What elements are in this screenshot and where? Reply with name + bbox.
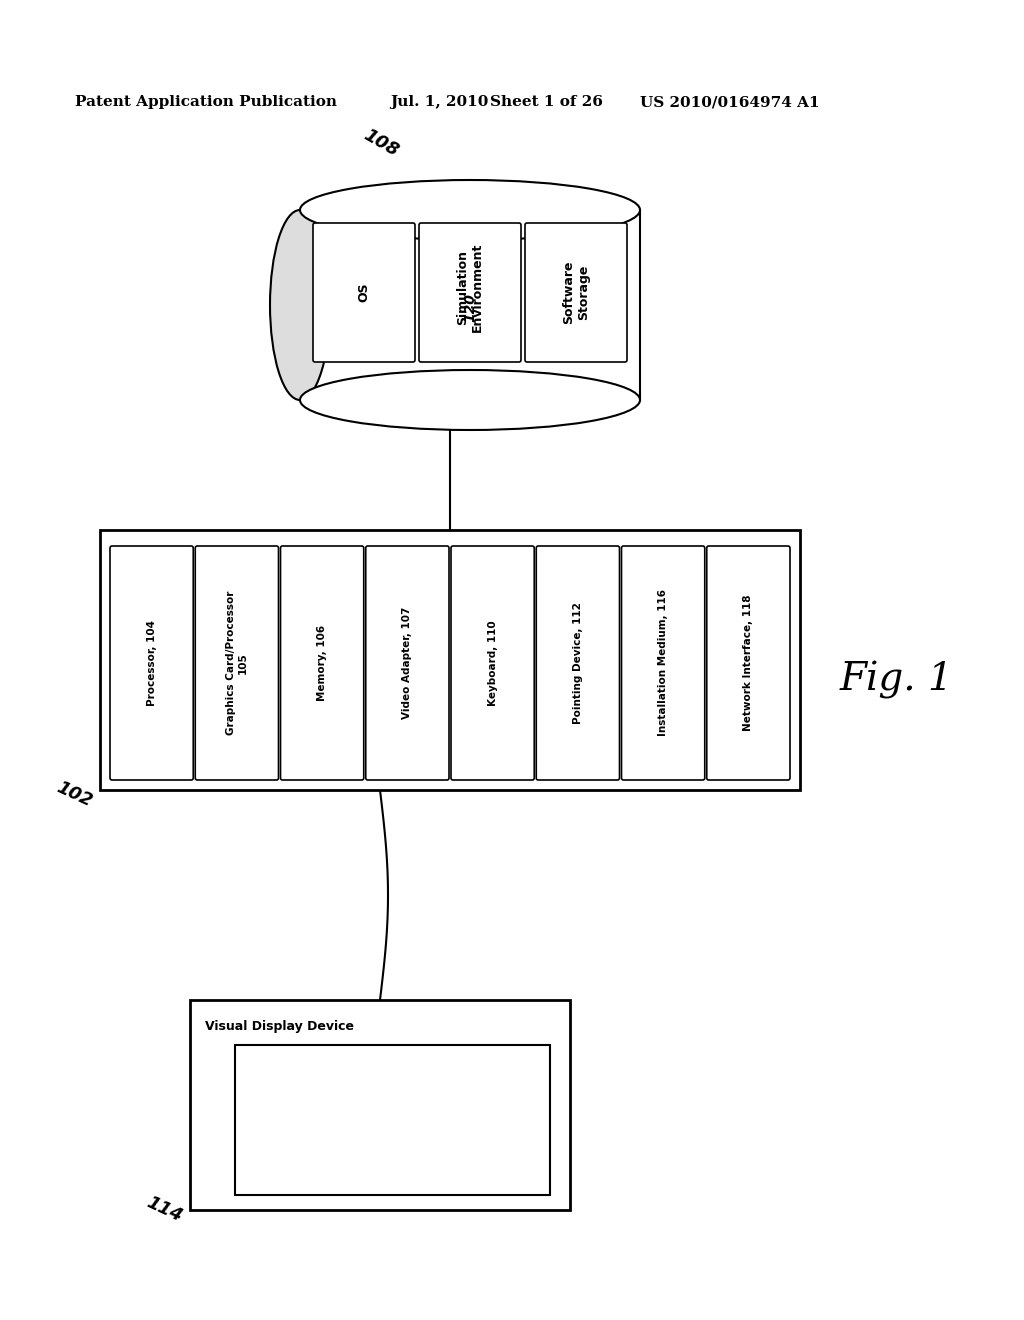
- Text: OS: OS: [357, 282, 371, 302]
- FancyBboxPatch shape: [190, 1001, 570, 1210]
- Text: Pointing Device, 112: Pointing Device, 112: [572, 602, 583, 723]
- Text: 120: 120: [463, 293, 477, 322]
- Text: Video Adapter, 107: Video Adapter, 107: [402, 607, 413, 719]
- Text: Jul. 1, 2010: Jul. 1, 2010: [390, 95, 488, 110]
- Text: 108: 108: [360, 125, 401, 160]
- Text: Software
Storage: Software Storage: [562, 261, 590, 325]
- Text: 102: 102: [53, 777, 95, 810]
- FancyBboxPatch shape: [525, 223, 627, 362]
- Text: US 2010/0164974 A1: US 2010/0164974 A1: [640, 95, 819, 110]
- Ellipse shape: [300, 180, 640, 240]
- Text: Patent Application Publication: Patent Application Publication: [75, 95, 337, 110]
- Text: Graphical User Interface: Graphical User Interface: [307, 1114, 478, 1126]
- FancyBboxPatch shape: [100, 531, 800, 789]
- Text: Visual Display Device: Visual Display Device: [205, 1020, 354, 1034]
- FancyBboxPatch shape: [451, 546, 535, 780]
- Text: Memory, 106: Memory, 106: [317, 624, 327, 701]
- Text: Sheet 1 of 26: Sheet 1 of 26: [490, 95, 603, 110]
- Text: Network Interface, 118: Network Interface, 118: [743, 595, 754, 731]
- FancyBboxPatch shape: [196, 546, 279, 780]
- FancyBboxPatch shape: [537, 546, 620, 780]
- Text: Simulation
Environment: Simulation Environment: [456, 243, 484, 333]
- FancyBboxPatch shape: [281, 546, 364, 780]
- FancyBboxPatch shape: [234, 1045, 550, 1195]
- Ellipse shape: [270, 210, 330, 400]
- FancyBboxPatch shape: [110, 546, 194, 780]
- Text: Processor, 104: Processor, 104: [146, 620, 157, 706]
- FancyBboxPatch shape: [313, 223, 415, 362]
- Text: Installation Medium, 116: Installation Medium, 116: [658, 590, 668, 737]
- Ellipse shape: [300, 370, 640, 430]
- Text: Graphics Card/Processor
105: Graphics Card/Processor 105: [225, 591, 248, 735]
- FancyBboxPatch shape: [707, 546, 790, 780]
- Text: Keyboard, 110: Keyboard, 110: [487, 620, 498, 706]
- Text: Fig. 1: Fig. 1: [840, 661, 953, 700]
- FancyBboxPatch shape: [366, 546, 449, 780]
- Polygon shape: [300, 210, 640, 400]
- FancyBboxPatch shape: [419, 223, 521, 362]
- FancyBboxPatch shape: [622, 546, 705, 780]
- Text: 114: 114: [143, 1193, 185, 1225]
